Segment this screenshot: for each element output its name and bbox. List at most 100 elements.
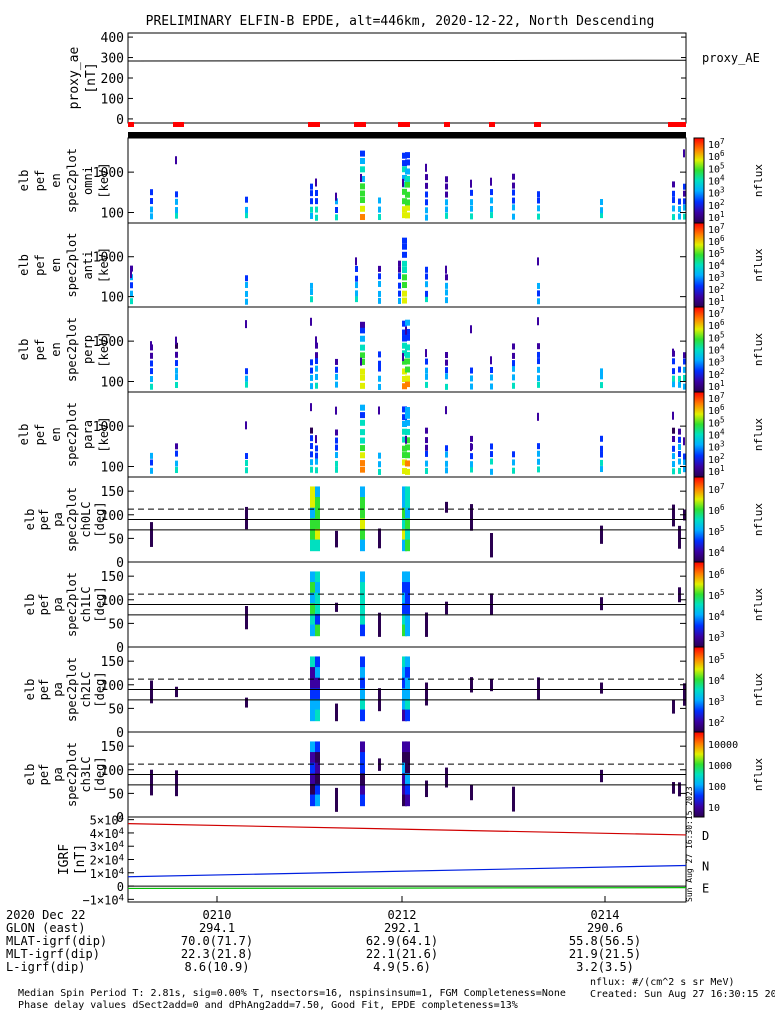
y-label-line: [deg] xyxy=(93,586,107,622)
heat-cell xyxy=(512,360,515,367)
heat-cell xyxy=(175,207,178,214)
y-tick-label: 400 xyxy=(101,31,124,46)
colorbar-gradient xyxy=(693,306,705,393)
y-tick-label: 150 xyxy=(101,485,124,500)
y-tick-label: 100 xyxy=(101,92,124,107)
y-tick-label: 50 xyxy=(108,702,124,717)
heat-cell xyxy=(402,486,407,499)
colorbar-tick-label: 102 xyxy=(708,715,725,729)
colorbar-tick-label: 105 xyxy=(708,415,725,429)
heat-cell xyxy=(600,435,603,442)
heat-cell xyxy=(315,603,320,615)
heat-cell xyxy=(360,613,365,626)
y-label-line: anti xyxy=(81,251,95,280)
heat-cell xyxy=(360,344,365,351)
x-axis-row-label: MLT-igrf(dip) xyxy=(6,947,100,961)
heat-cell xyxy=(405,667,410,679)
heat-cell xyxy=(315,709,320,722)
heat-cell xyxy=(425,780,428,798)
heat-cell xyxy=(402,497,407,509)
heat-cell xyxy=(402,667,407,679)
heat-cell xyxy=(445,282,448,289)
y-label-line: pef xyxy=(33,254,47,276)
heat-cell xyxy=(245,196,248,203)
heat-cell xyxy=(537,450,540,457)
y-tick-label: 150 xyxy=(101,740,124,755)
heat-cell xyxy=(402,698,407,711)
colorbar-tick-label: 103 xyxy=(708,630,725,644)
heat-cell xyxy=(310,296,313,303)
heat-cell xyxy=(512,204,515,211)
heat-cell xyxy=(315,467,318,474)
heat-cell xyxy=(402,613,407,626)
heat-cell xyxy=(310,752,315,764)
heat-cell xyxy=(378,351,381,358)
heat-cell xyxy=(672,461,675,468)
heat-cell xyxy=(405,507,410,520)
heat-cell xyxy=(315,458,318,465)
heat-cell xyxy=(310,435,313,442)
y-label-line: elb xyxy=(17,424,31,446)
heat-cell xyxy=(315,752,320,764)
y-label-line: en xyxy=(49,258,63,272)
heat-cell xyxy=(355,296,358,303)
heat-cell xyxy=(678,206,681,213)
colorbar-label: nflux xyxy=(752,503,765,536)
heat-cell xyxy=(402,368,407,375)
heat-cell xyxy=(360,539,365,552)
y-tick-label: 4×104 xyxy=(90,827,124,841)
y-label-line: [deg] xyxy=(93,501,107,537)
colorbar-tick-label: 107 xyxy=(708,306,725,320)
heat-cell xyxy=(245,375,248,382)
heat-cell xyxy=(355,290,358,297)
heat-cell xyxy=(310,773,315,785)
y-label-line: pef xyxy=(37,594,51,616)
heat-cell xyxy=(405,152,410,159)
heat-cell xyxy=(600,198,603,205)
heat-cell xyxy=(402,677,407,690)
heat-cell xyxy=(537,381,540,388)
heat-cell xyxy=(683,437,685,446)
heat-cell xyxy=(245,206,248,213)
y-tick-label: 100 xyxy=(101,291,124,306)
x-tick-l: 8.6(10.9) xyxy=(184,960,249,974)
heat-cell xyxy=(470,205,473,212)
heat-cell xyxy=(402,741,407,754)
heat-cell xyxy=(405,428,410,435)
heat-cell xyxy=(335,437,338,444)
colorbar: 105 104 103 102 nflux xyxy=(693,646,765,733)
heat-cell xyxy=(678,451,681,458)
heat-cell xyxy=(600,445,603,452)
heat-cell xyxy=(310,571,315,584)
heat-cell xyxy=(425,682,428,706)
heat-cell xyxy=(310,383,313,390)
heat-cell xyxy=(672,205,675,212)
heat-cell xyxy=(678,213,681,220)
heat-cell xyxy=(360,173,362,182)
heat-cell xyxy=(683,383,686,390)
colorbar-gradient xyxy=(693,476,705,563)
heat-cell xyxy=(360,335,365,342)
heat-cell xyxy=(678,198,681,205)
y-label-line: spec2plot xyxy=(65,572,79,637)
heat-cell xyxy=(335,602,338,612)
heat-cell xyxy=(490,356,492,365)
science-zone-marker xyxy=(354,122,366,127)
heat-cell xyxy=(335,207,338,214)
heat-cell xyxy=(315,352,318,359)
heat-cell xyxy=(445,183,448,190)
y-label-line: elb xyxy=(17,254,31,276)
heat-cell xyxy=(470,199,473,206)
heat-cell xyxy=(335,530,338,548)
heat-cell xyxy=(672,504,675,527)
y-tick-label: 100 xyxy=(101,461,124,476)
colorbar-tick-label: 101 xyxy=(708,379,725,393)
heat-cell xyxy=(315,773,320,785)
y-tick-label: 100 xyxy=(101,207,124,222)
colorbar-tick-label: 104 xyxy=(708,428,725,442)
y-label-line: [deg] xyxy=(93,671,107,707)
y-label-line: spec2plot xyxy=(65,742,79,807)
